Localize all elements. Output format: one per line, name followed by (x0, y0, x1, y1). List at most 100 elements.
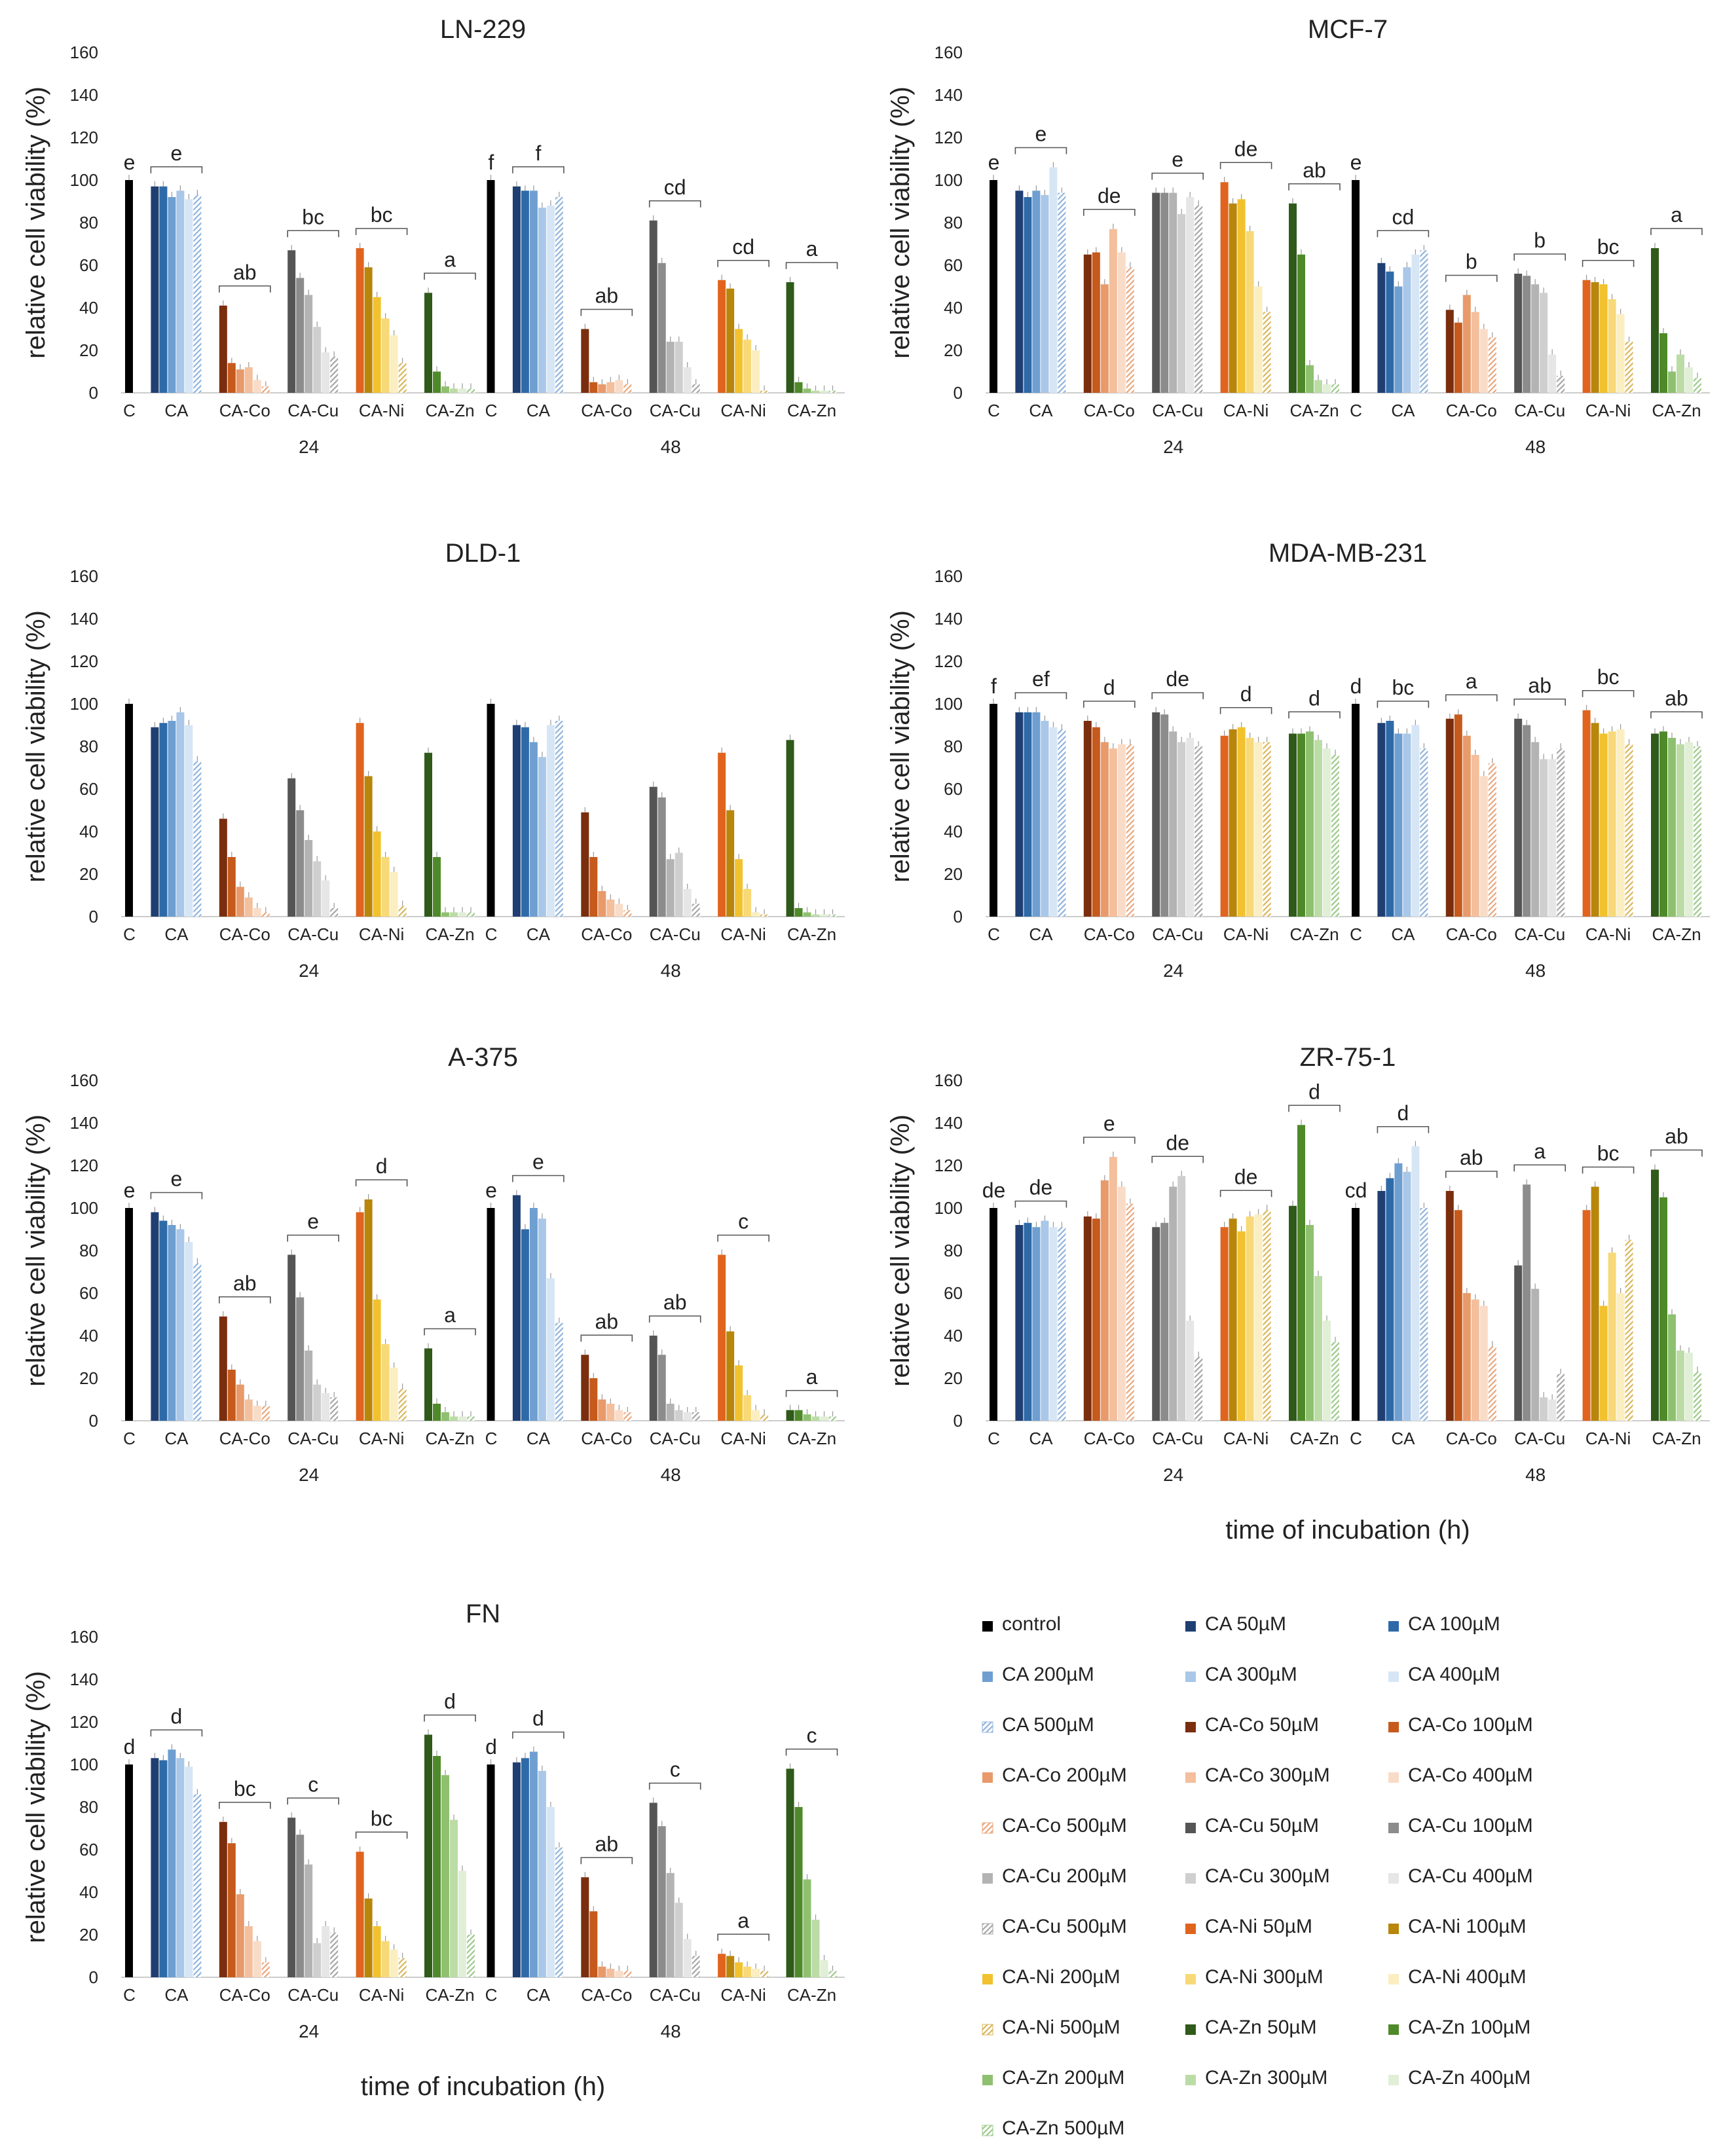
legend-label: CA-Ni 100µM (1408, 1916, 1527, 1937)
legend-label: CA 200µM (1002, 1664, 1094, 1685)
legend-label: CA-Cu 400µM (1408, 1865, 1533, 1887)
y-tick-label: 100 (70, 694, 98, 714)
significance-letter: a (806, 1365, 818, 1389)
bar-ca-zn-24h (433, 1404, 441, 1421)
bar-ca-co-48h (1454, 714, 1462, 917)
bar-ca-24h (1024, 197, 1032, 393)
legend-item: CA-Co 500µM (982, 1815, 1127, 1836)
bar-ca-cu-24h (322, 1393, 330, 1421)
significance-letter: a (1534, 1139, 1546, 1163)
bar-ca-24h (1024, 712, 1032, 917)
bar-ca-48h (1386, 1178, 1394, 1421)
bar-ca-zn-24h (450, 388, 458, 393)
chart-title: DLD-1 (445, 539, 521, 568)
bar-ca-cu-48h (1540, 759, 1548, 917)
y-axis-label: relative cell viability (%) (886, 86, 915, 359)
x-tick-label: CA (164, 1429, 189, 1448)
bar-ca-zn-24h (458, 912, 466, 917)
y-axis-label: relative cell viability (%) (886, 1114, 915, 1387)
bar-ca-cu-24h (287, 250, 296, 393)
significance-letter: a (444, 247, 456, 271)
x-tick-label: C (123, 1985, 136, 2005)
bar-ca-cu-24h (305, 295, 313, 393)
bar-ca-cu-48h (1514, 274, 1523, 393)
bar-ca-co-24h (1083, 254, 1092, 393)
x-tick-label: CA-Cu (650, 1985, 701, 2005)
x-tick-label: CA-Ni (359, 401, 404, 420)
bar-ca-ni-24h (1246, 738, 1254, 917)
bar-ca-cu-24h (287, 778, 296, 917)
bar-ca-cu-24h (330, 356, 339, 393)
x-tick-label: CA-Cu (650, 924, 701, 944)
bar-c-48h (487, 704, 495, 917)
legend-label: CA-Cu 300µM (1205, 1865, 1330, 1887)
y-axis-label: relative cell viability (%) (22, 1114, 50, 1387)
bar-ca-48h (521, 1758, 529, 1977)
bar-ca-ni-24h (398, 363, 407, 393)
bar-ca-cu-24h (1195, 1357, 1203, 1421)
bar-ca-24h (1058, 729, 1066, 917)
bar-ca-co-48h (606, 382, 615, 393)
legend-item: CA-Ni 500µM (982, 2017, 1121, 2038)
y-tick-label: 160 (935, 43, 963, 62)
bar-ca-cu-48h (1540, 1397, 1548, 1421)
bar-ca-co-24h (1092, 1218, 1100, 1421)
bar-ca-cu-48h (683, 1412, 692, 1421)
y-tick-label: 100 (935, 170, 963, 190)
bar-ca-cu-48h (666, 859, 675, 917)
y-tick-label: 80 (79, 213, 98, 232)
bar-ca-cu-24h (1186, 197, 1195, 393)
significance-letter: a (1466, 669, 1477, 693)
bar-ca-co-48h (1471, 755, 1479, 917)
bar-ca-cu-48h (649, 1336, 658, 1421)
bar-ca-ni-48h (1608, 299, 1616, 393)
x-tick-label: CA-Ni (359, 924, 404, 944)
bar-ca-ni-24h (373, 831, 381, 917)
bar-ca-zn-48h (1694, 378, 1701, 393)
significance-bracket (1513, 698, 1566, 706)
bar-ca-co-48h (598, 1966, 606, 1977)
legend-swatch (1388, 1823, 1399, 1833)
legend-item: CA 400µM (1388, 1664, 1500, 1685)
bar-ca-ni-24h (364, 267, 373, 393)
bar-ca-zn-24h (450, 912, 458, 917)
significance-bracket (355, 1179, 408, 1186)
x-tick-label: C (988, 1429, 1000, 1448)
bar-ca-cu-24h (1177, 214, 1186, 393)
bar-c-24h (990, 180, 997, 393)
legend-label: CA-Co 50µM (1205, 1714, 1319, 1736)
bar-ca-zn-48h (1685, 1353, 1693, 1421)
significance-letter: ab (595, 284, 619, 308)
bar-ca-zn-48h (1694, 746, 1701, 917)
bar-ca-24h (193, 761, 202, 917)
bar-ca-48h (538, 208, 546, 393)
bar-ca-cu-48h (675, 342, 683, 393)
legend-swatch (1185, 1924, 1196, 1934)
bar-ca-ni-24h (364, 1199, 373, 1421)
legend-item: control (982, 1613, 1061, 1635)
bar-ca-48h (1411, 725, 1420, 917)
bar-ca-48h (512, 186, 521, 393)
bar-ca-48h (1394, 286, 1403, 393)
y-tick-label: 60 (79, 1840, 98, 1859)
x-tick-label: CA-Cu (650, 1429, 701, 1448)
legend-item: CA-Zn 100µM (1388, 2017, 1530, 2038)
significance-letter: ab (233, 261, 257, 284)
bar-ca-24h (1032, 1227, 1041, 1421)
bar-ca-ni-48h (752, 1969, 760, 1977)
significance-letter: ab (1460, 1146, 1483, 1169)
bar-ca-48h (1411, 1146, 1420, 1421)
bar-ca-zn-48h (828, 390, 837, 393)
time-point-label: 24 (299, 437, 319, 457)
y-tick-label: 120 (935, 651, 963, 671)
significance-bracket (1288, 1105, 1341, 1112)
significance-bracket (1151, 1156, 1204, 1163)
y-tick-label: 140 (70, 85, 98, 105)
significance-letter: bc (1597, 235, 1620, 259)
x-tick-label: CA (1391, 1429, 1415, 1448)
bar-ca-cu-48h (649, 220, 658, 393)
time-point-label: 24 (299, 960, 319, 981)
bar-ca-zn-24h (467, 1416, 475, 1421)
bar-ca-co-48h (1462, 1293, 1471, 1421)
y-tick-label: 80 (944, 737, 963, 756)
